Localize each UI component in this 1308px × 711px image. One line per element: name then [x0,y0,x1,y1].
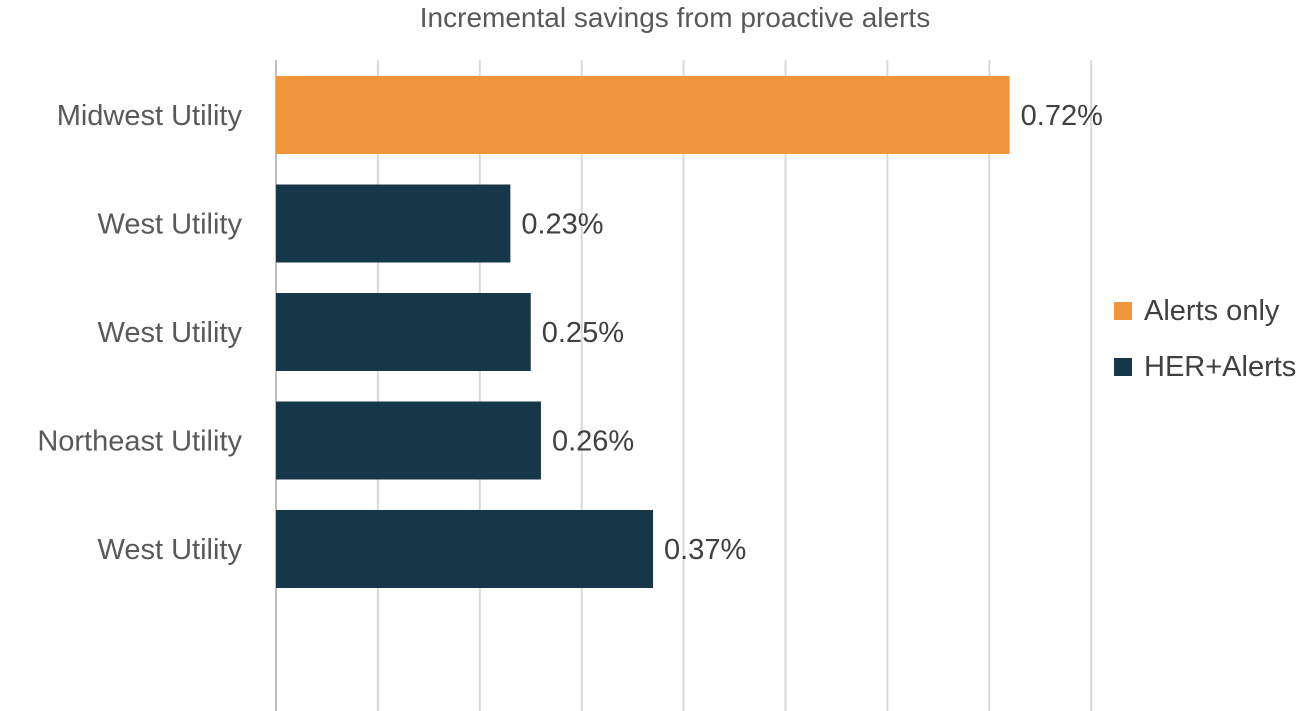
data-label: 0.25% [542,317,624,349]
legend: Alerts only HER+Alerts [1114,294,1296,406]
legend-label-her-alerts: HER+Alerts [1144,350,1297,383]
legend-label-alerts-only: Alerts only [1144,294,1280,327]
category-label: Northeast Utility [37,426,242,458]
category-label: West Utility [98,317,243,349]
chart-title: Incremental savings from proactive alert… [419,2,931,33]
bar [276,510,654,588]
legend-swatch-her-alerts [1114,358,1132,376]
bar [276,76,1010,154]
legend-item-her-alerts: HER+Alerts [1114,350,1296,384]
data-label: 0.72% [1021,100,1103,132]
category-label: West Utility [98,209,243,241]
bar [276,293,531,371]
data-label: 0.23% [521,209,603,241]
legend-swatch-alerts-only [1114,302,1132,320]
bar [276,184,511,263]
data-label: 0.26% [552,426,634,458]
bar [276,401,541,480]
legend-item-alerts-only: Alerts only [1114,294,1296,328]
category-label: West Utility [98,534,243,566]
data-label: 0.37% [664,534,746,566]
category-label: Midwest Utility [57,100,243,132]
